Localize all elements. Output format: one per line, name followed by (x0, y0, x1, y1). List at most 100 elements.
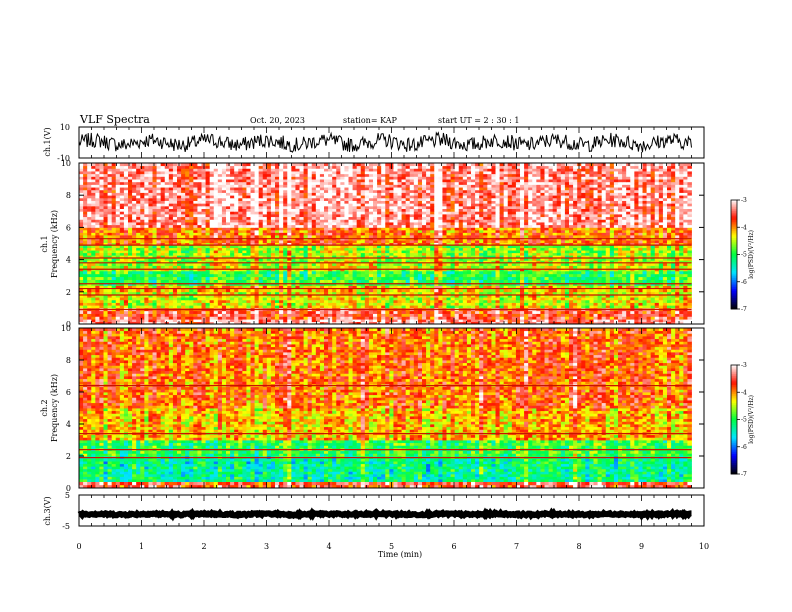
spectrogram-cell (442, 271, 446, 274)
spectrogram-cell (442, 274, 446, 277)
spectrogram-cell (381, 316, 385, 319)
spectrogram-cell (304, 235, 308, 238)
spectrogram-cell (426, 303, 430, 306)
spectrogram-cell (618, 277, 622, 280)
spectrogram-cell (565, 292, 569, 295)
spectrogram-cell (287, 274, 291, 277)
spectrogram-cell (226, 305, 230, 308)
spectrogram-cell (565, 297, 569, 300)
spectrogram-cell (112, 253, 116, 256)
spectrogram-cell (536, 274, 540, 277)
spectrogram-cell (659, 235, 663, 238)
spectrogram-cell (647, 280, 651, 283)
spectrogram-cell (418, 305, 422, 308)
spectrogram-cell (202, 311, 206, 314)
spectrogram-cell (643, 311, 647, 314)
spectrogram-cell (471, 240, 475, 243)
spectrogram-cell (251, 277, 255, 280)
spectrogram-cell (128, 314, 132, 317)
spectrogram-cell (402, 266, 406, 269)
spectrogram-cell (606, 297, 610, 300)
spectrogram-cell (553, 311, 557, 314)
spectrogram-cell (230, 250, 234, 253)
spectrogram-cell (577, 253, 581, 256)
spectrogram-cell (610, 280, 614, 283)
spectrogram-cell (663, 300, 667, 303)
spectrogram-cell (206, 240, 210, 243)
spectrogram-cell (659, 319, 663, 322)
spectrogram-cell (459, 280, 463, 283)
spectrogram-cell (304, 300, 308, 303)
spectrogram-cell (79, 303, 83, 306)
spectrogram-cell (528, 314, 532, 317)
spectrogram-cell (483, 271, 487, 274)
spectrogram-cell (99, 232, 103, 235)
spectrogram-cell (246, 274, 250, 277)
spectrogram-cell (565, 253, 569, 256)
spectrogram-cell (295, 240, 299, 243)
spectrogram-cell (373, 271, 377, 274)
spectrogram-cell (157, 277, 161, 280)
spectrogram-cell (659, 250, 663, 253)
spectrogram-cell (177, 248, 181, 251)
spectrogram-cell (349, 253, 353, 256)
spectrogram-cell (508, 311, 512, 314)
spectrogram-cell (95, 280, 99, 283)
spectrogram-cell (553, 271, 557, 274)
spectrogram-cell (447, 253, 451, 256)
spectrogram-cell (108, 314, 112, 317)
spectrogram-cell (622, 277, 626, 280)
spectrogram-cell (144, 292, 148, 295)
spectrogram-cell (479, 248, 483, 251)
spectrogram-cell (426, 277, 430, 280)
spectrogram-cell (308, 297, 312, 300)
spectrogram-cell (124, 266, 128, 269)
spectrogram-cell (455, 319, 459, 322)
spectrogram-cell (328, 303, 332, 306)
spectrogram-cell (634, 248, 638, 251)
spectrogram-cell (377, 311, 381, 314)
spectrogram-cell (675, 235, 679, 238)
spectrogram-cell (328, 292, 332, 295)
spectrogram-cell (116, 266, 120, 269)
spectrogram-cell (324, 250, 328, 253)
ch1-spectrogram-image (79, 163, 692, 324)
spectrogram-cell (406, 297, 410, 300)
spectrogram-cell (177, 274, 181, 277)
spectrogram-cell (463, 280, 467, 283)
spectrogram-cell (373, 316, 377, 319)
spectrogram-cell (463, 274, 467, 277)
date-label: Oct. 20, 2023 (250, 116, 305, 125)
spectrogram-cell (230, 253, 234, 256)
spectrogram-cell (598, 235, 602, 238)
spectrogram-cell (353, 280, 357, 283)
spectrogram-cell (140, 277, 144, 280)
spectrogram-cell (226, 240, 230, 243)
spectrogram-cell (643, 235, 647, 238)
spectrogram-cell (496, 319, 500, 322)
spectrogram-cell (148, 274, 152, 277)
spectrogram-cell (389, 266, 393, 269)
spectrogram-cell (197, 292, 201, 295)
spectrogram-cell (528, 277, 532, 280)
spectrogram-cell (79, 240, 83, 243)
spectrogram-cell (361, 300, 365, 303)
spectrogram-cell (124, 250, 128, 253)
spectrogram-cell (565, 319, 569, 322)
spectrogram-cell (140, 240, 144, 243)
spectrogram-cell (687, 292, 691, 295)
spectrogram-cell (234, 253, 238, 256)
spectrogram-cell (459, 253, 463, 256)
spectrogram-cell (442, 303, 446, 306)
spectrogram-cell (610, 303, 614, 306)
spectrogram-cell (112, 266, 116, 269)
spectrogram-cell (451, 240, 455, 243)
spectrogram-cell (344, 240, 348, 243)
spectrogram-cell (532, 277, 536, 280)
spectrogram-cell (589, 314, 593, 317)
spectrogram-cell (316, 266, 320, 269)
spectrogram-cell (393, 253, 397, 256)
spectrogram-cell (606, 311, 610, 314)
spectrogram-cell (308, 277, 312, 280)
spectrogram-cell (651, 300, 655, 303)
